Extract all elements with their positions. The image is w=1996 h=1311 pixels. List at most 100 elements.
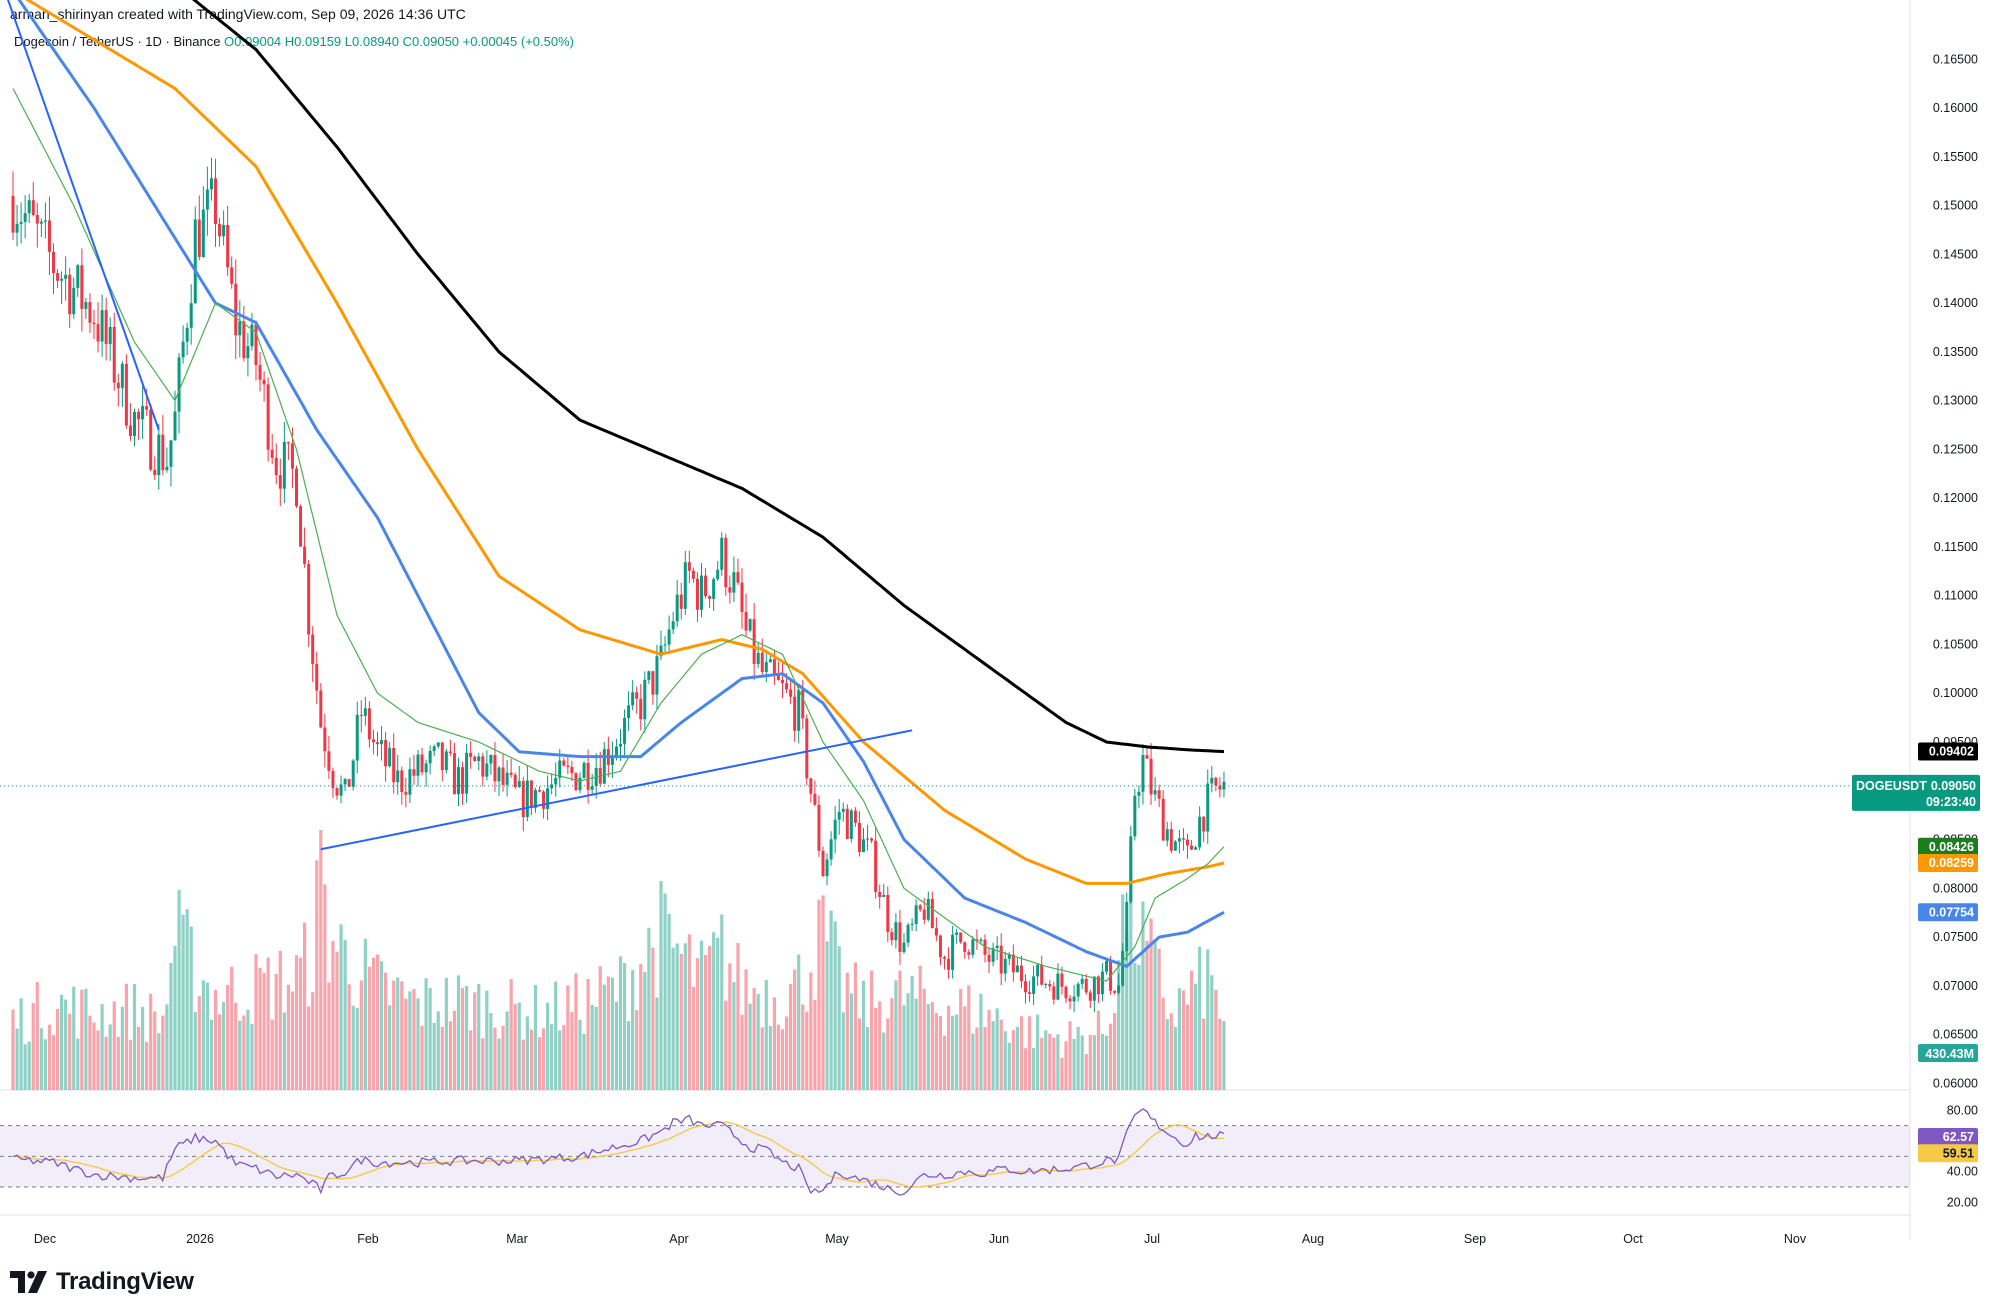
candle-body (242, 321, 246, 359)
volume-bar (485, 990, 489, 1090)
volume-bar (586, 978, 590, 1090)
candle-body (165, 466, 169, 471)
volume-bar (189, 926, 193, 1090)
volume-bar (282, 1012, 286, 1090)
volume-bar (951, 1015, 955, 1090)
volume-bar (1194, 983, 1198, 1090)
volume-bar (408, 991, 412, 1090)
volume-bar (234, 1002, 238, 1090)
candle-body (1173, 841, 1177, 851)
candle-body (201, 209, 205, 258)
volume-bar (991, 1020, 995, 1090)
candle-body (959, 932, 963, 943)
candle-body (845, 808, 849, 840)
candle-body (19, 221, 23, 224)
volume-bar (1165, 1019, 1169, 1090)
candle-body (760, 652, 764, 673)
volume-bar (1023, 1048, 1028, 1090)
volume-bar (1113, 1013, 1117, 1090)
candle-body (817, 804, 821, 851)
volume-bar (128, 1039, 133, 1090)
candle-body (1072, 996, 1076, 1002)
candle-body (740, 582, 744, 612)
candle-body (1019, 965, 1023, 982)
candle-body (947, 958, 951, 970)
volume-bar (1044, 1030, 1048, 1090)
volume-bar (416, 998, 420, 1090)
candle-body (813, 793, 817, 805)
candle-body (720, 537, 724, 570)
volume-bar (748, 1003, 752, 1090)
volume-bar (193, 1012, 197, 1090)
volume-bar (384, 972, 388, 1090)
candle-body (918, 905, 922, 910)
volume-bar (764, 980, 768, 1090)
candle-body (768, 659, 772, 663)
volume-bar (76, 1038, 80, 1090)
candle-body (647, 671, 651, 680)
volume-bar (772, 997, 776, 1090)
candle-body (922, 909, 926, 920)
volume-bar (270, 1019, 274, 1090)
volume-bar (517, 1002, 521, 1090)
volume-bar (590, 1004, 594, 1090)
volume-bar (286, 984, 290, 1090)
candle-body (785, 683, 789, 690)
volume-bar (983, 1027, 987, 1090)
candle-body (1052, 986, 1056, 1000)
volume-bar (870, 970, 874, 1090)
price-tick-label: 0.16000 (1933, 101, 1978, 115)
volume-bar (96, 1030, 100, 1090)
candle-body (967, 952, 971, 955)
volume-bar (1202, 1018, 1206, 1090)
candle-body (971, 939, 975, 955)
volume-bar (1149, 918, 1153, 1090)
volume-bar (367, 966, 371, 1090)
volume-bar (1092, 1035, 1096, 1090)
trendline (7, 0, 160, 431)
candle-body (546, 788, 550, 809)
volume-bar (254, 954, 258, 1090)
candle-body (509, 772, 513, 775)
candle-body (262, 379, 266, 385)
candle-body (687, 562, 691, 571)
candle-body (88, 302, 92, 323)
volume-bar (258, 967, 262, 1090)
price-tick-label: 0.12500 (1933, 442, 1978, 456)
volume-bar (1121, 894, 1125, 1090)
price-axis[interactable]: 0.16500 0.16000 0.15500 0.15000 0.14500 0.140… (1933, 52, 1978, 1090)
candle-body (525, 780, 529, 817)
tradingview-logo[interactable]: TradingView (10, 1268, 194, 1296)
candle-body (355, 714, 359, 761)
volume-bar (469, 1030, 473, 1090)
candle-body (635, 692, 639, 699)
time-axis[interactable]: Dec 2026 Feb Mar Apr May Jun Jul Aug Sep Oct Nov (34, 1232, 1807, 1246)
volume-bar (922, 988, 926, 1090)
volume-bar (805, 1011, 809, 1090)
candle-body (975, 939, 979, 941)
volume-bar (679, 953, 683, 1090)
trendline (320, 729, 913, 851)
volume-bar (1206, 949, 1210, 1090)
volume-bar (546, 1002, 550, 1090)
candle-body (278, 475, 282, 489)
volume-bar (177, 889, 181, 1090)
candle-body (578, 777, 582, 791)
time-label: Jul (1144, 1232, 1160, 1246)
volume-bar (294, 955, 299, 1090)
candle-body (1157, 790, 1161, 799)
price-tag-box (1852, 774, 1980, 811)
candle-body (1210, 777, 1214, 784)
volume-bar (242, 1015, 246, 1090)
volume-bar (614, 1001, 619, 1090)
volume-bar (379, 961, 384, 1090)
price-tick-label: 0.11500 (1934, 540, 1978, 554)
price-tick-label: 0.06500 (1933, 1028, 1978, 1042)
volume-bar (627, 1021, 631, 1090)
volume-tag-value: 430.43M (1925, 1047, 1974, 1061)
volume-bar (375, 954, 380, 1090)
volume-bar (1169, 1013, 1173, 1090)
candle-body (282, 441, 286, 489)
volume-bar (728, 963, 732, 1090)
